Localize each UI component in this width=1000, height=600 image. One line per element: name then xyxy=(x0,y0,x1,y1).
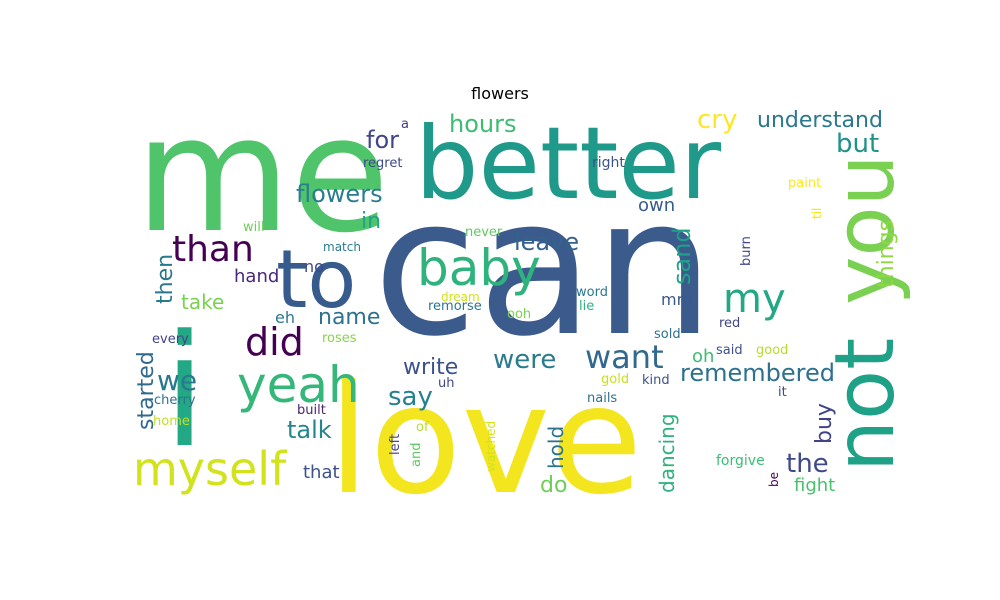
chart-title: flowers xyxy=(471,84,529,103)
word-it: it xyxy=(778,385,787,400)
word-a: a xyxy=(401,117,409,132)
word-sold: sold xyxy=(654,327,681,342)
word-own: own xyxy=(638,195,675,216)
word-hours: hours xyxy=(449,110,516,138)
word-will: will xyxy=(243,220,264,235)
word-fight: fight xyxy=(794,475,835,496)
word-nails: nails xyxy=(587,391,617,406)
word-and: and xyxy=(409,443,424,467)
word-kind: kind xyxy=(642,373,670,388)
word-than: than xyxy=(172,229,254,270)
word-were: were xyxy=(493,345,556,375)
word-match: match xyxy=(323,240,361,254)
word-i: i xyxy=(163,301,206,482)
word-cherry: cherry xyxy=(154,393,196,408)
word-never: never xyxy=(465,225,503,240)
word-but: but xyxy=(836,129,879,159)
word-then: then xyxy=(153,254,178,304)
word-remembered: remembered xyxy=(680,359,835,387)
word-be: be xyxy=(767,472,781,487)
word-name: name xyxy=(318,305,380,330)
word-for: for xyxy=(366,126,399,154)
word-we: we xyxy=(157,364,197,397)
word-built: built xyxy=(297,403,326,418)
word-til: til xyxy=(810,208,824,219)
word-buy: buy xyxy=(812,403,837,444)
word-yeah: yeah xyxy=(237,356,360,414)
word-understand: understand xyxy=(757,108,883,133)
word-remorse: remorse xyxy=(428,299,482,314)
word-red: red xyxy=(719,316,740,331)
word-baby: baby xyxy=(417,239,541,297)
word-dream: dream xyxy=(441,290,480,304)
word-me: me xyxy=(135,81,389,268)
word-leave: leave xyxy=(514,228,579,256)
word-dancing: dancing xyxy=(655,413,679,493)
word-started: started xyxy=(134,351,159,430)
word-hand: hand xyxy=(234,266,279,287)
word-the: the xyxy=(786,449,829,479)
word-word: word xyxy=(576,285,608,300)
word-hold: hold xyxy=(544,426,568,469)
word-forgive: forgive xyxy=(716,453,765,469)
word-said: said xyxy=(716,343,743,358)
word-sand: sand xyxy=(668,227,696,285)
word-you: you xyxy=(818,154,913,305)
word-uh: uh xyxy=(438,376,454,391)
word-lie: lie xyxy=(579,299,594,314)
word-my: my xyxy=(723,276,786,322)
word-love: love xyxy=(328,354,643,528)
word-of: of xyxy=(416,420,429,435)
word-left: left xyxy=(388,434,403,455)
word-things: things xyxy=(874,220,899,288)
word-ooh: ooh xyxy=(507,307,531,322)
word-talk: talk xyxy=(287,416,332,444)
word-in: in xyxy=(361,209,381,234)
word-good: good xyxy=(756,343,788,358)
word-right: right xyxy=(592,155,625,171)
word-watched: watched xyxy=(484,421,498,472)
word-to: to xyxy=(276,233,356,326)
word-roses: roses xyxy=(322,331,357,346)
word-flowers: flowers xyxy=(296,180,383,208)
word-myself: myself xyxy=(133,442,288,496)
word-did: did xyxy=(245,320,304,364)
word-that: that xyxy=(303,462,340,483)
word-eh: eh xyxy=(275,308,295,327)
word-take: take xyxy=(181,290,224,314)
word-not: not xyxy=(818,338,913,472)
word-oh: oh xyxy=(692,346,714,367)
word-every: every xyxy=(152,332,189,347)
word-mm: mm xyxy=(661,290,692,309)
word-paint: paint xyxy=(788,176,821,191)
word-can: can xyxy=(373,157,714,378)
word-better: better xyxy=(415,105,722,222)
word-gold: gold xyxy=(601,372,629,387)
word-burn: burn xyxy=(739,236,754,266)
word-home: home xyxy=(153,414,190,429)
word-regret: regret xyxy=(363,156,402,171)
word-no: no xyxy=(304,257,324,276)
word-do: do xyxy=(540,473,567,498)
word-say: say xyxy=(388,382,433,412)
word-want: want xyxy=(585,338,664,376)
word-cry: cry xyxy=(697,105,737,135)
word-write: write xyxy=(403,355,458,380)
